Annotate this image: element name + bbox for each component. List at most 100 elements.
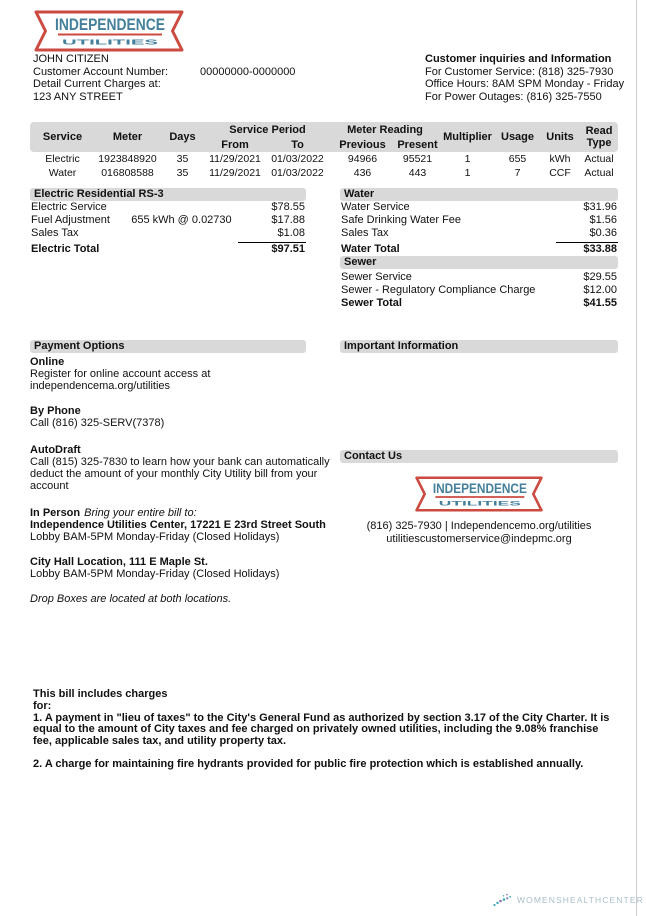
total-label: Water Total: [341, 242, 400, 255]
cell-read-type: Actual: [584, 166, 614, 179]
total-amount: $97.51: [271, 242, 305, 255]
in-person-note: Bring your entire bill to:: [84, 507, 197, 519]
charge-amount: $1.56: [589, 214, 617, 227]
independence-utilities-logo-small: INDEPENDENCE UTILITIES: [340, 476, 618, 517]
charge-amount: $78.55: [271, 201, 305, 213]
charge-line: Sales Tax $1.08: [30, 227, 306, 240]
charge-label: Water Service: [341, 201, 410, 213]
charge-line: Sewer - Regulatory Compliance Charge $12…: [340, 284, 618, 297]
sewer-total-line: Sewer Total $41.55: [340, 297, 618, 310]
footnote-item-2: 2. A charge for maintaining fire hydrant…: [33, 757, 584, 770]
col-header-present: Present: [395, 137, 441, 152]
cell-service: Electric: [45, 153, 80, 166]
important-information-header: Important Information: [340, 340, 618, 353]
charge-line: Electric Service $78.55: [30, 201, 306, 214]
bill-footnotes: This bill includes charges for: 1. A pay…: [33, 688, 619, 771]
cell-service: Water: [48, 166, 77, 179]
city-hall-heading: City Hall Location, 111 E Maple St.: [30, 556, 208, 568]
logo-subtitle: UTILITIES: [62, 38, 158, 47]
independence-utilities-logo: INDEPENDENCE UTILITIES: [33, 10, 185, 57]
electric-total-line: Electric Total $97.51: [30, 243, 306, 256]
cell-read-type: Actual: [584, 153, 614, 166]
col-header-previous: Previous: [330, 137, 395, 152]
cell-from: 11/29/2021: [209, 166, 261, 179]
col-header-service-period: Service Period: [205, 122, 330, 137]
contact-us-section: Contact Us INDEPENDENCE UTILITIES (816) …: [340, 450, 618, 545]
charge-line: Safe Drinking Water Fee $1.56: [340, 214, 618, 227]
charge-label: Sales Tax: [341, 227, 389, 240]
in-person-hours: Lobby BAM-5PM Monday-Friday (Closed Holi…: [30, 531, 280, 543]
logo-title: INDEPENDENCE: [433, 480, 527, 496]
cell-units: kWh: [549, 153, 571, 166]
contact-phone-web: (816) 325-7930 | Independencemo.org/util…: [366, 520, 592, 532]
cell-previous: 436: [353, 166, 372, 179]
charge-amount: $1.08: [277, 227, 305, 240]
col-header-multiplier: Multiplier: [440, 122, 496, 152]
cell-present: 443: [408, 166, 427, 179]
account-number-value: 00000000-0000000: [200, 65, 296, 78]
payment-options-section: Payment Options Online Register for onli…: [30, 340, 332, 605]
online-line: Register for online account access at: [30, 368, 211, 380]
water-sewer-charges-section: Water Water Service $31.96 Safe Drinking…: [340, 188, 618, 310]
logo-subtitle: UTILITIES: [439, 501, 523, 508]
charge-amount: $29.55: [583, 270, 617, 283]
charge-label: Sales Tax: [31, 227, 79, 240]
footnote-intro: This bill includes charges: [33, 688, 168, 700]
important-information-section: Important Information: [340, 340, 618, 353]
online-heading: Online: [30, 356, 65, 368]
total-divider: [556, 241, 618, 243]
total-amount: $41.55: [583, 297, 617, 310]
cell-multiplier: 1: [464, 153, 471, 166]
charge-line: Sales Tax $0.36: [340, 227, 618, 240]
charge-amount: $0.36: [589, 227, 617, 240]
cell-previous: 94966: [347, 153, 378, 166]
cell-usage: 7: [514, 166, 521, 179]
charge-note: 655 kWh @ 0.02730: [131, 214, 232, 227]
watermark-text: WOMENSHEALTHCENTER: [517, 895, 644, 905]
cell-present: 95521: [402, 153, 433, 166]
page-edge-line: [636, 0, 637, 916]
customer-service-line: For Customer Service: (818) 325-7930: [425, 65, 614, 78]
electric-charges-section: Electric Residential RS-3 Electric Servi…: [30, 188, 306, 256]
service-address: 123 ANY STREET: [33, 90, 123, 103]
watermark: WOMENSHEALTHCENTER ORG: [492, 892, 646, 908]
charge-amount: $17.88: [271, 214, 305, 227]
cell-days: 35: [176, 166, 189, 179]
cell-to: 01/03/2022: [271, 153, 324, 166]
table-row-water: Water 016808588 35 11/29/2021 01/03/2022…: [30, 166, 618, 180]
autodraft-line: account: [30, 480, 69, 492]
total-amount: $33.88: [583, 242, 617, 255]
col-header-meter: Meter: [95, 122, 160, 152]
charge-amount: $12.00: [583, 284, 617, 297]
in-person-heading-line: In Person Bring your entire bill to:: [30, 507, 332, 519]
inquiries-title: Customer inquiries and Information: [425, 53, 612, 65]
by-phone-line: Call (816) 325-SERV(7378): [30, 417, 165, 429]
charge-line: Sewer Service $29.55: [340, 271, 618, 284]
autodraft-line: Call (815) 325-7830 to learn how your ba…: [30, 456, 330, 468]
charge-label: Sewer Service: [341, 270, 412, 283]
in-person-heading: In Person: [30, 507, 81, 519]
total-label: Electric Total: [31, 242, 100, 255]
col-header-to: To: [265, 137, 330, 152]
col-header-service: Service: [30, 122, 95, 152]
charge-label: Electric Service: [31, 201, 107, 213]
logo-banner-icon: INDEPENDENCE UTILITIES: [34, 10, 184, 52]
cell-usage: 655: [508, 153, 527, 166]
inquiries-block: Customer inquiries and Information For C…: [425, 53, 635, 103]
water-total-line: Water Total $33.88: [340, 243, 618, 256]
in-person-address: Independence Utilities Center, 17221 E 2…: [30, 519, 326, 531]
total-divider: [238, 241, 306, 243]
online-line: independencema.org/utilities: [30, 380, 171, 392]
col-header-units: Units: [540, 122, 581, 152]
city-hall-hours: Lobby BAM-5PM Monday-Friday (Closed Holi…: [30, 568, 280, 580]
cell-days: 35: [176, 153, 189, 166]
office-hours-line: Office Hours: 8AM SPM Monday - Friday: [425, 78, 625, 90]
col-header-days: Days: [160, 122, 205, 152]
watermark-dots-icon: [493, 893, 512, 907]
customer-block: JOHN CITIZEN Customer Account Number: 00…: [33, 53, 353, 103]
cell-to: 01/03/2022: [271, 166, 324, 179]
footnote-item-1: 1. A payment in "lieu of taxes" to the C…: [33, 711, 610, 748]
customer-name: JOHN CITIZEN: [33, 53, 109, 65]
water-section-header: Water: [340, 188, 618, 201]
autodraft-line: deduct the amount of your monthly City U…: [30, 468, 318, 480]
